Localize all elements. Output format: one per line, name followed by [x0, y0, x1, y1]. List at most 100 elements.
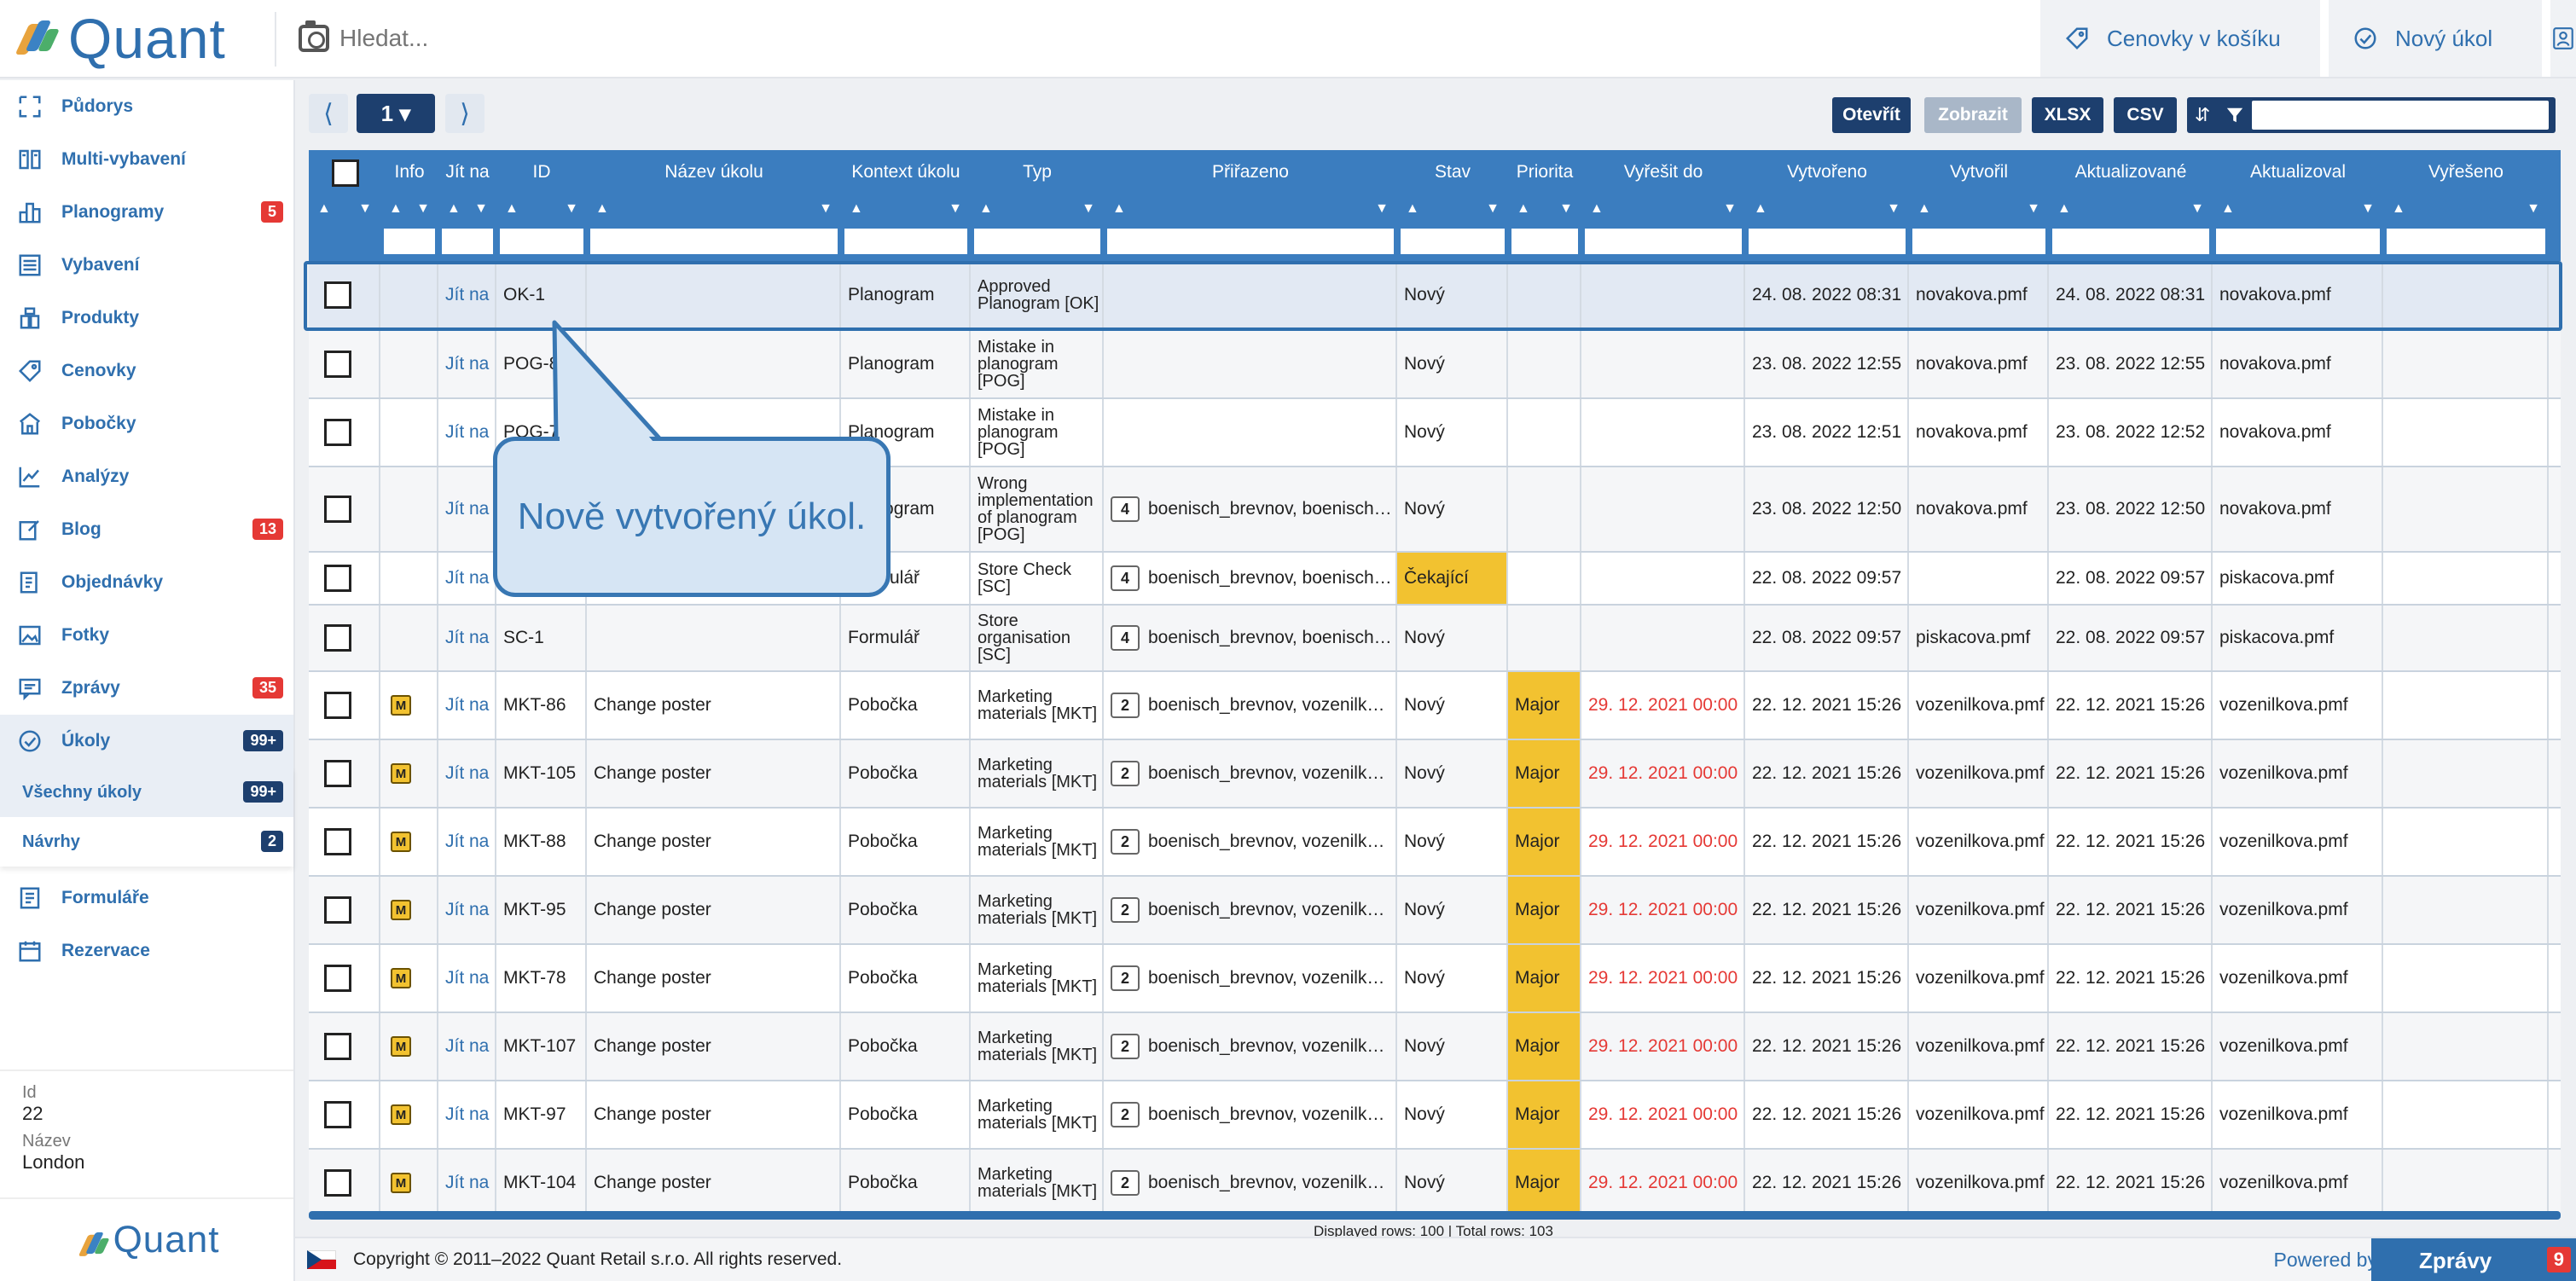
sort-desc-icon[interactable]: ▼ [1723, 201, 1737, 216]
column-filter-input[interactable] [1401, 229, 1505, 254]
column-filter-input[interactable] [2216, 229, 2380, 254]
row-checkbox[interactable] [324, 496, 351, 523]
sidebar-item-photo[interactable]: Fotky [0, 609, 293, 662]
row-checkbox[interactable] [324, 565, 351, 592]
goto-link[interactable]: Jít na [438, 467, 496, 551]
sidebar-subitem[interactable]: Návrhy 2 [0, 817, 293, 867]
sidebar-item-floorplan[interactable]: Půdorys [0, 80, 293, 133]
sidebar-item-check[interactable]: Úkoly 99+ [0, 715, 293, 768]
sort-controls[interactable]: ▲ ▼ [1508, 198, 1581, 220]
row-checkbox[interactable] [324, 760, 351, 787]
horizontal-scrollbar[interactable] [309, 1211, 2561, 1220]
goto-link[interactable]: Jít na [438, 945, 496, 1011]
goto-link[interactable]: Jít na [438, 399, 496, 466]
row-checkbox[interactable] [324, 351, 351, 378]
column-filter-input[interactable] [1585, 229, 1742, 254]
sidebar-item-shelves[interactable]: Planogramy 5 [0, 186, 293, 239]
goto-link[interactable]: Jít na [438, 740, 496, 807]
sort-controls[interactable]: ▲ ▼ [380, 198, 438, 220]
prev-page-button[interactable]: ⟨ [309, 94, 348, 133]
sort-desc-icon[interactable]: ▼ [2361, 201, 2375, 216]
sort-desc-icon[interactable]: ▼ [949, 201, 962, 216]
sort-controls[interactable]: ▲ ▼ [1745, 198, 1909, 220]
column-header-name[interactable]: Název úkolu [664, 162, 763, 182]
search-bar[interactable] [299, 17, 851, 60]
csv-export-button[interactable]: CSV [2114, 97, 2177, 133]
sort-asc-icon[interactable]: ▲ [505, 201, 519, 216]
goto-link[interactable]: Jít na [438, 1081, 496, 1148]
column-header-assigned[interactable]: Přiřazeno [1212, 162, 1289, 182]
column-header-created[interactable]: Vytvořeno [1787, 162, 1867, 182]
goto-link[interactable]: Jít na [438, 672, 496, 739]
sort-controls[interactable]: ▲ ▼ [438, 198, 496, 220]
table-row[interactable]: M Jít na MKT-95 Change poster Pobočka Marketi… [309, 877, 2561, 945]
sort-asc-icon[interactable]: ▲ [1917, 201, 1931, 216]
row-checkbox[interactable] [324, 1033, 351, 1060]
open-button[interactable]: Otevřít [1832, 97, 1911, 133]
column-filter-input[interactable] [1511, 229, 1578, 254]
table-row[interactable]: M Jít na MKT-105 Change poster Pobočka Market… [309, 740, 2561, 809]
sort-asc-icon[interactable]: ▲ [1112, 201, 1126, 216]
sort-asc-icon[interactable]: ▲ [1754, 201, 1767, 216]
sidebar-item-fixture[interactable]: Vybavení [0, 239, 293, 292]
column-header-goto[interactable]: Jít na [445, 162, 490, 182]
table-row[interactable]: Jít na POG-7 Planogram Mistake in planogram… [309, 399, 2561, 467]
column-header-type[interactable]: Typ [1023, 162, 1052, 182]
column-header-updated[interactable]: Aktualizované [2074, 162, 2187, 182]
sort-controls[interactable]: ▲ ▼ [1581, 198, 1745, 220]
sort-desc-icon[interactable]: ▼ [2527, 201, 2540, 216]
row-checkbox[interactable] [324, 692, 351, 719]
sort-toggle-icon[interactable]: ⇵ [2194, 104, 2211, 125]
search-input[interactable] [339, 25, 851, 52]
row-checkbox[interactable] [324, 624, 351, 652]
sort-desc-icon[interactable]: ▼ [565, 201, 578, 216]
czech-flag-icon[interactable] [307, 1250, 336, 1269]
sort-desc-icon[interactable]: ▼ [1486, 201, 1500, 216]
sort-desc-icon[interactable]: ▼ [416, 201, 430, 216]
row-checkbox[interactable] [324, 965, 351, 992]
column-header-updater[interactable]: Aktualizoval [2249, 162, 2347, 182]
column-filter-input[interactable] [2052, 229, 2209, 254]
sort-asc-icon[interactable]: ▲ [1406, 201, 1419, 216]
sort-controls[interactable]: ▲ ▼ [1397, 198, 1508, 220]
column-filter-input[interactable] [974, 229, 1100, 254]
camera-icon[interactable] [299, 20, 329, 52]
table-row[interactable]: M Jít na MKT-97 Change poster Pobočka Marketi… [309, 1081, 2561, 1150]
goto-link[interactable]: Jít na [438, 809, 496, 875]
sort-desc-icon[interactable]: ▼ [1082, 201, 1095, 216]
column-filter-input[interactable] [1107, 229, 1394, 254]
sort-controls[interactable]: ▲ ▼ [496, 198, 587, 220]
select-all-checkbox[interactable] [332, 159, 359, 187]
row-checkbox[interactable] [324, 419, 351, 446]
table-row[interactable]: Jít na POG-8 Planogram Mistake in planogram… [309, 331, 2561, 399]
sidebar-item-form[interactable]: Formuláře [0, 872, 293, 925]
column-header-id[interactable]: ID [532, 162, 551, 182]
column-header-resolved[interactable]: Vyřešeno [2428, 162, 2503, 182]
sort-asc-icon[interactable]: ▲ [850, 201, 863, 216]
sort-controls[interactable]: ▲ ▼ [1909, 198, 2049, 220]
column-filter-input[interactable] [500, 229, 583, 254]
column-filter-input[interactable] [844, 229, 967, 254]
row-checkbox[interactable] [324, 1101, 351, 1128]
sort-controls[interactable]: ▲ ▼ [2383, 198, 2549, 220]
sidebar-item-edit[interactable]: Blog 13 [0, 503, 293, 556]
page-select[interactable]: 1 ▾ [357, 94, 435, 133]
sidebar-item-book[interactable]: Multi-vybavení [0, 133, 293, 186]
column-header-creator[interactable]: Vytvořil [1949, 162, 2009, 182]
sidebar-item-calendar[interactable]: Rezervace [0, 925, 293, 977]
table-row[interactable]: Jít na OK-1 Planogram Approved Planogram [O… [309, 261, 2561, 331]
row-checkbox[interactable] [324, 281, 351, 309]
goto-link[interactable]: Jít na [438, 877, 496, 943]
sort-asc-icon[interactable]: ▲ [1590, 201, 1604, 216]
filter-input[interactable] [2252, 101, 2549, 130]
goto-link[interactable]: Jít na [438, 1013, 496, 1080]
sort-controls[interactable]: ▲ ▼ [971, 198, 1104, 220]
sort-desc-icon[interactable]: ▼ [819, 201, 833, 216]
column-header-context[interactable]: Kontext úkolu [851, 162, 960, 182]
sort-controls[interactable]: ▲ ▼ [841, 198, 971, 220]
table-row[interactable]: M Jít na MKT-78 Change poster Pobočka Marketi… [309, 945, 2561, 1013]
column-header-due[interactable]: Vyřešit do [1623, 162, 1703, 182]
column-header-info[interactable]: Info [394, 162, 425, 182]
sort-desc-icon[interactable]: ▼ [1887, 201, 1900, 216]
sort-controls[interactable]: ▲ ▼ [587, 198, 841, 220]
